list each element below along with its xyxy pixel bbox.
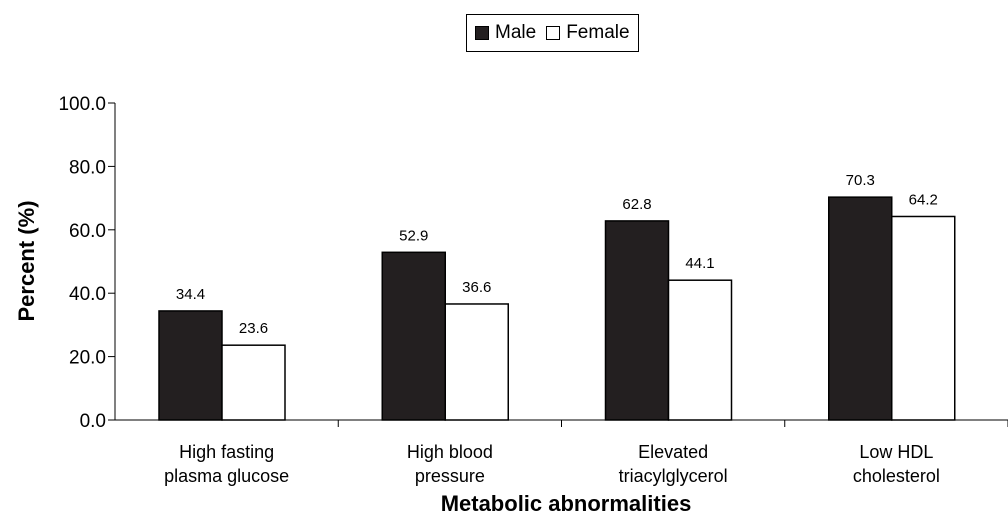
legend-item-male: Male <box>475 22 536 44</box>
data-label-male-3: 62.8 <box>622 196 651 213</box>
y-tick-label: 60.0 <box>69 221 106 242</box>
x-category-label: Low HDL <box>859 442 933 462</box>
bar-female-1 <box>221 344 286 421</box>
legend-swatch-male <box>475 26 489 40</box>
legend-swatch-female <box>546 26 561 40</box>
x-category-label: High blood <box>407 442 493 462</box>
bar-female-2 <box>444 303 509 421</box>
data-label-male-1: 34.4 <box>176 286 205 303</box>
x-category-label: Elevated <box>638 442 708 462</box>
data-label-male-4: 70.3 <box>846 172 875 189</box>
x-category-label: pressure <box>415 466 485 486</box>
y-tick-label: 80.0 <box>69 157 106 178</box>
legend-label-male: Male <box>495 22 537 43</box>
x-category-label: cholesterol <box>853 466 940 486</box>
data-label-female-1: 23.6 <box>239 320 268 337</box>
bar-male-1 <box>158 310 223 421</box>
bar-female-3 <box>667 279 733 421</box>
y-axis-title: Percent (%) <box>14 200 39 321</box>
bar-female-4 <box>891 215 956 421</box>
data-label-female-3: 44.1 <box>685 255 714 272</box>
data-label-female-2: 36.6 <box>462 279 491 296</box>
bar-male-4 <box>828 196 893 421</box>
bar-male-3 <box>604 220 670 421</box>
y-tick-label: 20.0 <box>69 348 106 369</box>
x-category-label: High fasting <box>179 442 274 462</box>
x-category-label: triacylglycerol <box>619 466 728 486</box>
bar-male-2 <box>381 251 446 421</box>
y-tick-label: 40.0 <box>69 284 106 305</box>
x-axis-title: Metabolic abnormalities <box>441 491 692 516</box>
y-tick-label: 100.0 <box>58 94 106 115</box>
legend-label-female: Female <box>566 22 630 43</box>
data-label-female-4: 64.2 <box>909 191 938 208</box>
y-tick-label: 0.0 <box>80 411 106 432</box>
chart-legend: Male Female <box>466 14 639 52</box>
legend-item-female: Female <box>546 22 630 44</box>
x-category-label: plasma glucose <box>164 466 289 486</box>
data-label-male-2: 52.9 <box>399 227 428 244</box>
